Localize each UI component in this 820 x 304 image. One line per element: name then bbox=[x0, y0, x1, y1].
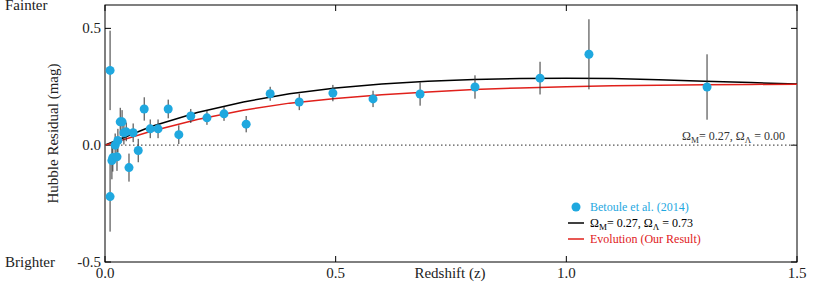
data-point bbox=[536, 74, 545, 83]
data-point bbox=[106, 66, 115, 75]
x-tick bbox=[797, 5, 798, 11]
data-point bbox=[134, 146, 143, 155]
series-line bbox=[105, 78, 797, 145]
x-tick-label: 0.5 bbox=[326, 265, 345, 281]
x-tick bbox=[797, 256, 798, 262]
data-point bbox=[106, 192, 115, 201]
data-point bbox=[154, 124, 163, 133]
annotation: Fainter bbox=[5, 0, 48, 13]
legend-label: Evolution (Our Result) bbox=[590, 232, 701, 246]
data-point bbox=[470, 83, 479, 92]
data-point bbox=[118, 117, 127, 126]
legend-marker bbox=[568, 238, 584, 240]
chart: 0.00.51.01.5-0.50.00.5FainterBrighterRed… bbox=[0, 0, 820, 304]
y-tick-label: -0.5 bbox=[77, 254, 101, 270]
legend-marker bbox=[572, 203, 581, 212]
data-point bbox=[112, 152, 121, 161]
data-point bbox=[220, 109, 229, 118]
x-tick bbox=[105, 5, 106, 11]
x-tick bbox=[105, 256, 106, 262]
data-point bbox=[295, 97, 304, 106]
x-tick bbox=[566, 5, 567, 11]
data-point bbox=[416, 90, 425, 99]
data-point bbox=[369, 94, 378, 103]
y-tick-label: 0.5 bbox=[82, 20, 101, 36]
data-point bbox=[202, 113, 211, 122]
y-tick-label: 0.0 bbox=[82, 137, 101, 153]
x-tick bbox=[335, 5, 336, 11]
data-point bbox=[328, 89, 337, 98]
annotation: Brighter bbox=[5, 254, 55, 270]
x-tick-label: 1.5 bbox=[788, 265, 807, 281]
data-point bbox=[703, 83, 712, 92]
y-tick bbox=[105, 28, 111, 29]
data-point bbox=[129, 128, 138, 137]
x-tick-label: 1.0 bbox=[557, 265, 576, 281]
y-axis-label: Hubble Residual (mag) bbox=[45, 64, 62, 204]
plot-frame bbox=[105, 5, 797, 262]
legend-label: ΩM= 0.27, ΩΛ = 0.73 bbox=[590, 216, 693, 232]
legend-marker bbox=[568, 222, 584, 224]
data-point bbox=[164, 104, 173, 113]
y-tick bbox=[791, 28, 797, 29]
line-label: ΩM= 0.27, ΩΛ = 0.00 bbox=[682, 129, 785, 145]
data-point bbox=[140, 104, 149, 113]
data-point bbox=[186, 111, 195, 120]
legend-label: Betoule et al. (2014) bbox=[590, 200, 689, 214]
data-point bbox=[174, 130, 183, 139]
x-tick bbox=[566, 256, 567, 262]
data-point bbox=[584, 50, 593, 59]
y-tick bbox=[791, 262, 797, 263]
data-point bbox=[146, 124, 155, 133]
x-axis-label: Redshift (z) bbox=[414, 265, 485, 282]
data-point bbox=[113, 136, 122, 145]
plot-area bbox=[105, 19, 797, 231]
y-tick bbox=[105, 262, 111, 263]
data-point bbox=[242, 120, 251, 129]
legend: Betoule et al. (2014) ΩM= 0.27, ΩΛ = 0.73… bbox=[568, 200, 701, 246]
data-point bbox=[124, 163, 133, 172]
series-line bbox=[105, 84, 797, 145]
data-point bbox=[266, 89, 275, 98]
x-tick bbox=[335, 256, 336, 262]
